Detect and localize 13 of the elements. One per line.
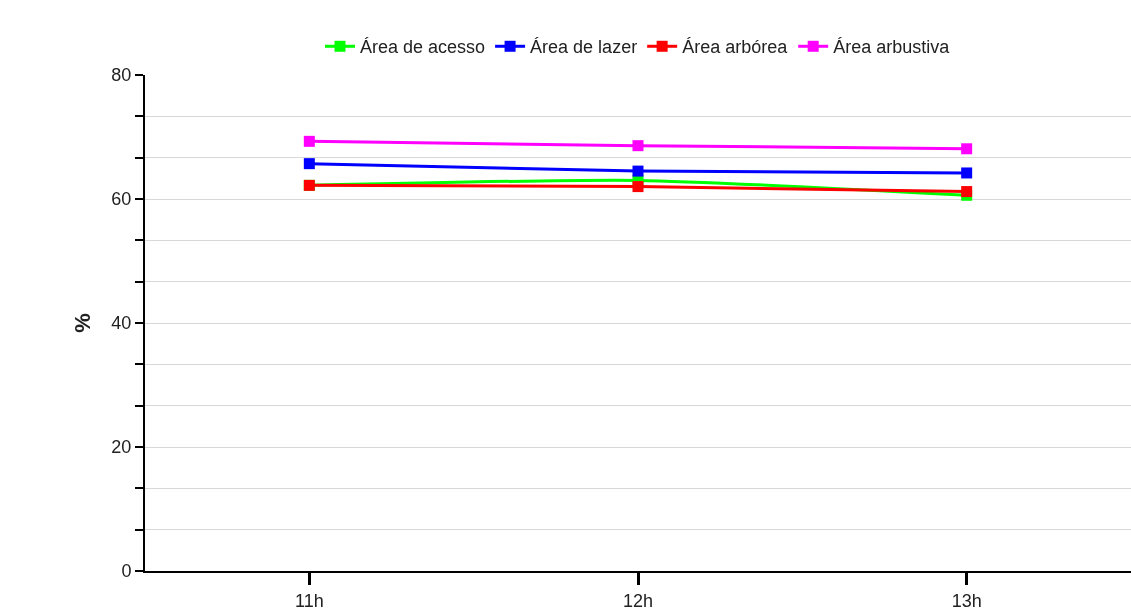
x-tick-label: 11h xyxy=(294,590,324,611)
legend-label: Área de lazer xyxy=(530,37,638,58)
legend-label: Área de acesso xyxy=(360,37,486,58)
y-tick-label: 40 xyxy=(111,313,132,334)
y-tick-label: 60 xyxy=(111,189,132,210)
y-tick-label: 20 xyxy=(111,437,132,458)
y-tick-label: 80 xyxy=(111,65,132,86)
x-tick-label: 13h xyxy=(951,590,982,611)
y-tick-label: 0 xyxy=(121,561,132,582)
x-tick-label: 12h xyxy=(622,590,654,611)
y-axis-title: % xyxy=(69,313,95,333)
legend-label: Área arbórea xyxy=(682,37,789,58)
legend-label: Área arbustiva xyxy=(833,37,951,58)
